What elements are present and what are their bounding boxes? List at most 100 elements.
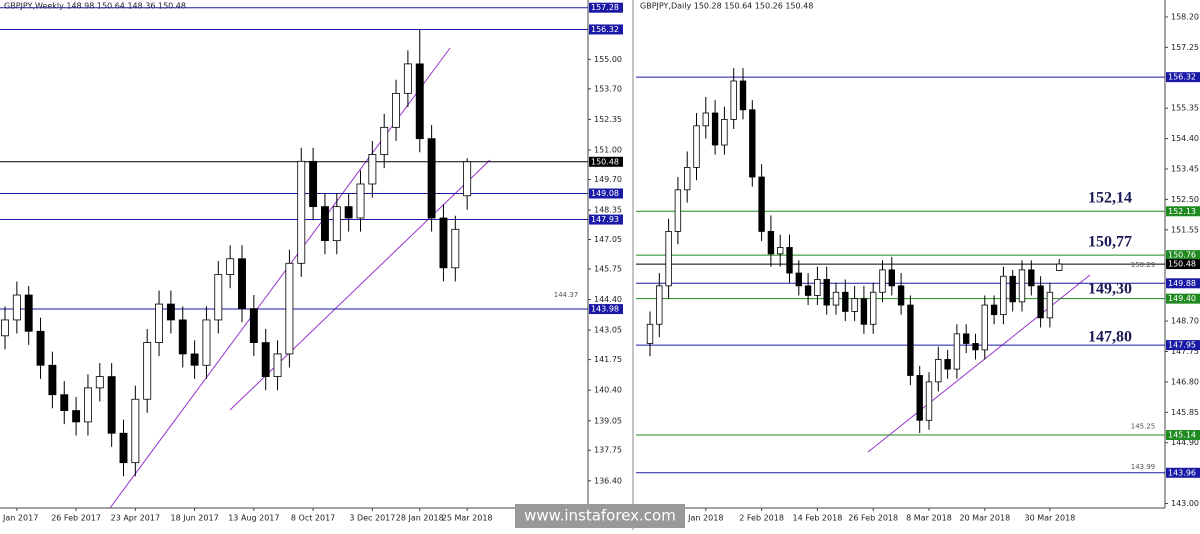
candle-body (888, 269, 895, 287)
level-label: 150.48 (1168, 260, 1196, 269)
level-label-box (1166, 250, 1200, 261)
level-label: 143.96 (1168, 468, 1196, 477)
y-tick-label: 144.90 (1171, 438, 1199, 447)
candle-body (297, 160, 306, 264)
candle-body (155, 303, 164, 343)
candle-body (1018, 269, 1026, 303)
y-tick-label: 148.70 (1171, 317, 1199, 326)
candle-body (273, 353, 282, 377)
candle-body (166, 303, 175, 321)
y-tick-label: 143.05 (594, 326, 622, 335)
candle-body (795, 272, 802, 287)
level-label-box (1166, 72, 1200, 83)
level-label-box (1166, 430, 1200, 441)
x-tick-label: 18 Jun 2017 (171, 514, 219, 523)
note-label: 144.37 (554, 291, 579, 299)
y-tick-label: 144.40 (594, 295, 622, 304)
candle-body (646, 323, 654, 344)
candle-body (767, 231, 775, 255)
candle-body (804, 285, 812, 296)
candle-body (48, 364, 57, 396)
y-tick-label: 154.40 (1171, 134, 1199, 143)
x-tick-label: 13 Aug 2017 (228, 514, 279, 523)
x-tick-label: 2 Feb 2018 (739, 514, 784, 523)
x-tick-label: 26 Feb 2018 (848, 514, 898, 523)
candle-body (879, 269, 886, 293)
candle-body (1056, 263, 1063, 271)
candle-body (178, 319, 187, 355)
candle-body (119, 432, 128, 464)
annotation: 152,14 (1088, 190, 1132, 207)
candle-body (842, 291, 849, 312)
y-tick-label: 136.40 (594, 476, 622, 485)
candle-body (1009, 275, 1016, 303)
candle-body (107, 376, 116, 434)
candle-body (380, 126, 389, 155)
candle-body (143, 342, 152, 400)
y-tick-label: 152.35 (594, 115, 622, 124)
candle-body (665, 231, 672, 287)
candle-body (907, 304, 914, 376)
x-tick-label: 28 Jan 2018 (396, 514, 444, 523)
note-label: 143.99 (1131, 463, 1156, 471)
x-tick-label: 20 Mar 2018 (959, 514, 1010, 523)
candle-body (730, 80, 737, 120)
level-label-box (589, 156, 623, 167)
level-label-box (1166, 467, 1200, 478)
candle-body (190, 353, 199, 366)
candle-body (1046, 291, 1054, 319)
candle-body (320, 206, 329, 242)
candle-body (214, 274, 223, 321)
candle-body (1037, 285, 1044, 319)
level-label: 149.40 (1168, 294, 1196, 303)
candle-body (249, 308, 258, 343)
watermark: www.instaforex.com (524, 507, 676, 525)
candle-body (897, 285, 905, 306)
x-tick-label: 1 Jan 2017 (0, 514, 38, 523)
candle-body (814, 279, 821, 296)
candle-body (285, 262, 294, 355)
y-tick-label: 137.75 (594, 446, 622, 455)
level-label: 149.88 (1168, 279, 1196, 288)
candle-body (24, 294, 33, 332)
y-tick-label: 140.40 (594, 386, 622, 395)
candle-body (309, 160, 318, 208)
candle-body (972, 343, 979, 351)
y-tick-label: 151.00 (594, 145, 622, 154)
y-tick-label: 146.80 (1171, 377, 1199, 386)
level-label-box (1166, 293, 1200, 304)
level-label-box (589, 304, 623, 315)
candle-body (238, 258, 246, 310)
candle-body (95, 376, 104, 389)
candle-body (1000, 275, 1007, 316)
candle-body (83, 387, 92, 423)
note-label: 150.29 (1131, 261, 1156, 269)
y-tick-label: 153.45 (1171, 165, 1199, 174)
x-tick-label: 14 Feb 2018 (793, 514, 843, 523)
candle-body (131, 398, 140, 464)
candle-body (439, 217, 448, 269)
candle-body (711, 112, 719, 146)
candle-body (427, 138, 436, 219)
level-label: 152.13 (1168, 207, 1196, 216)
x-tick-label: 8 Mar 2018 (906, 514, 952, 523)
y-tick-label: 153.70 (594, 84, 622, 93)
candle-body (777, 247, 784, 255)
level-label-box (1166, 340, 1200, 351)
x-tick-label: 25 Mar 2018 (442, 514, 493, 523)
annotation: 147,80 (1088, 329, 1132, 346)
candle-body (786, 247, 793, 274)
level-label: 156.32 (1168, 73, 1196, 82)
level-label-box (589, 188, 623, 199)
chart-title: GBPJPY,Daily 150.28 150.64 150.26 150.48 (640, 2, 813, 11)
y-tick-label: 145.85 (1171, 408, 1199, 417)
candle-body (226, 258, 235, 276)
candle-body (823, 279, 830, 306)
candle-body (656, 285, 663, 325)
chart-title: GBPJPY,Weekly 148.98 150.64 148.36 150.4… (4, 2, 186, 11)
level-label-box (589, 2, 623, 13)
level-label: 143.98 (591, 305, 619, 314)
candle-body (1, 319, 9, 337)
